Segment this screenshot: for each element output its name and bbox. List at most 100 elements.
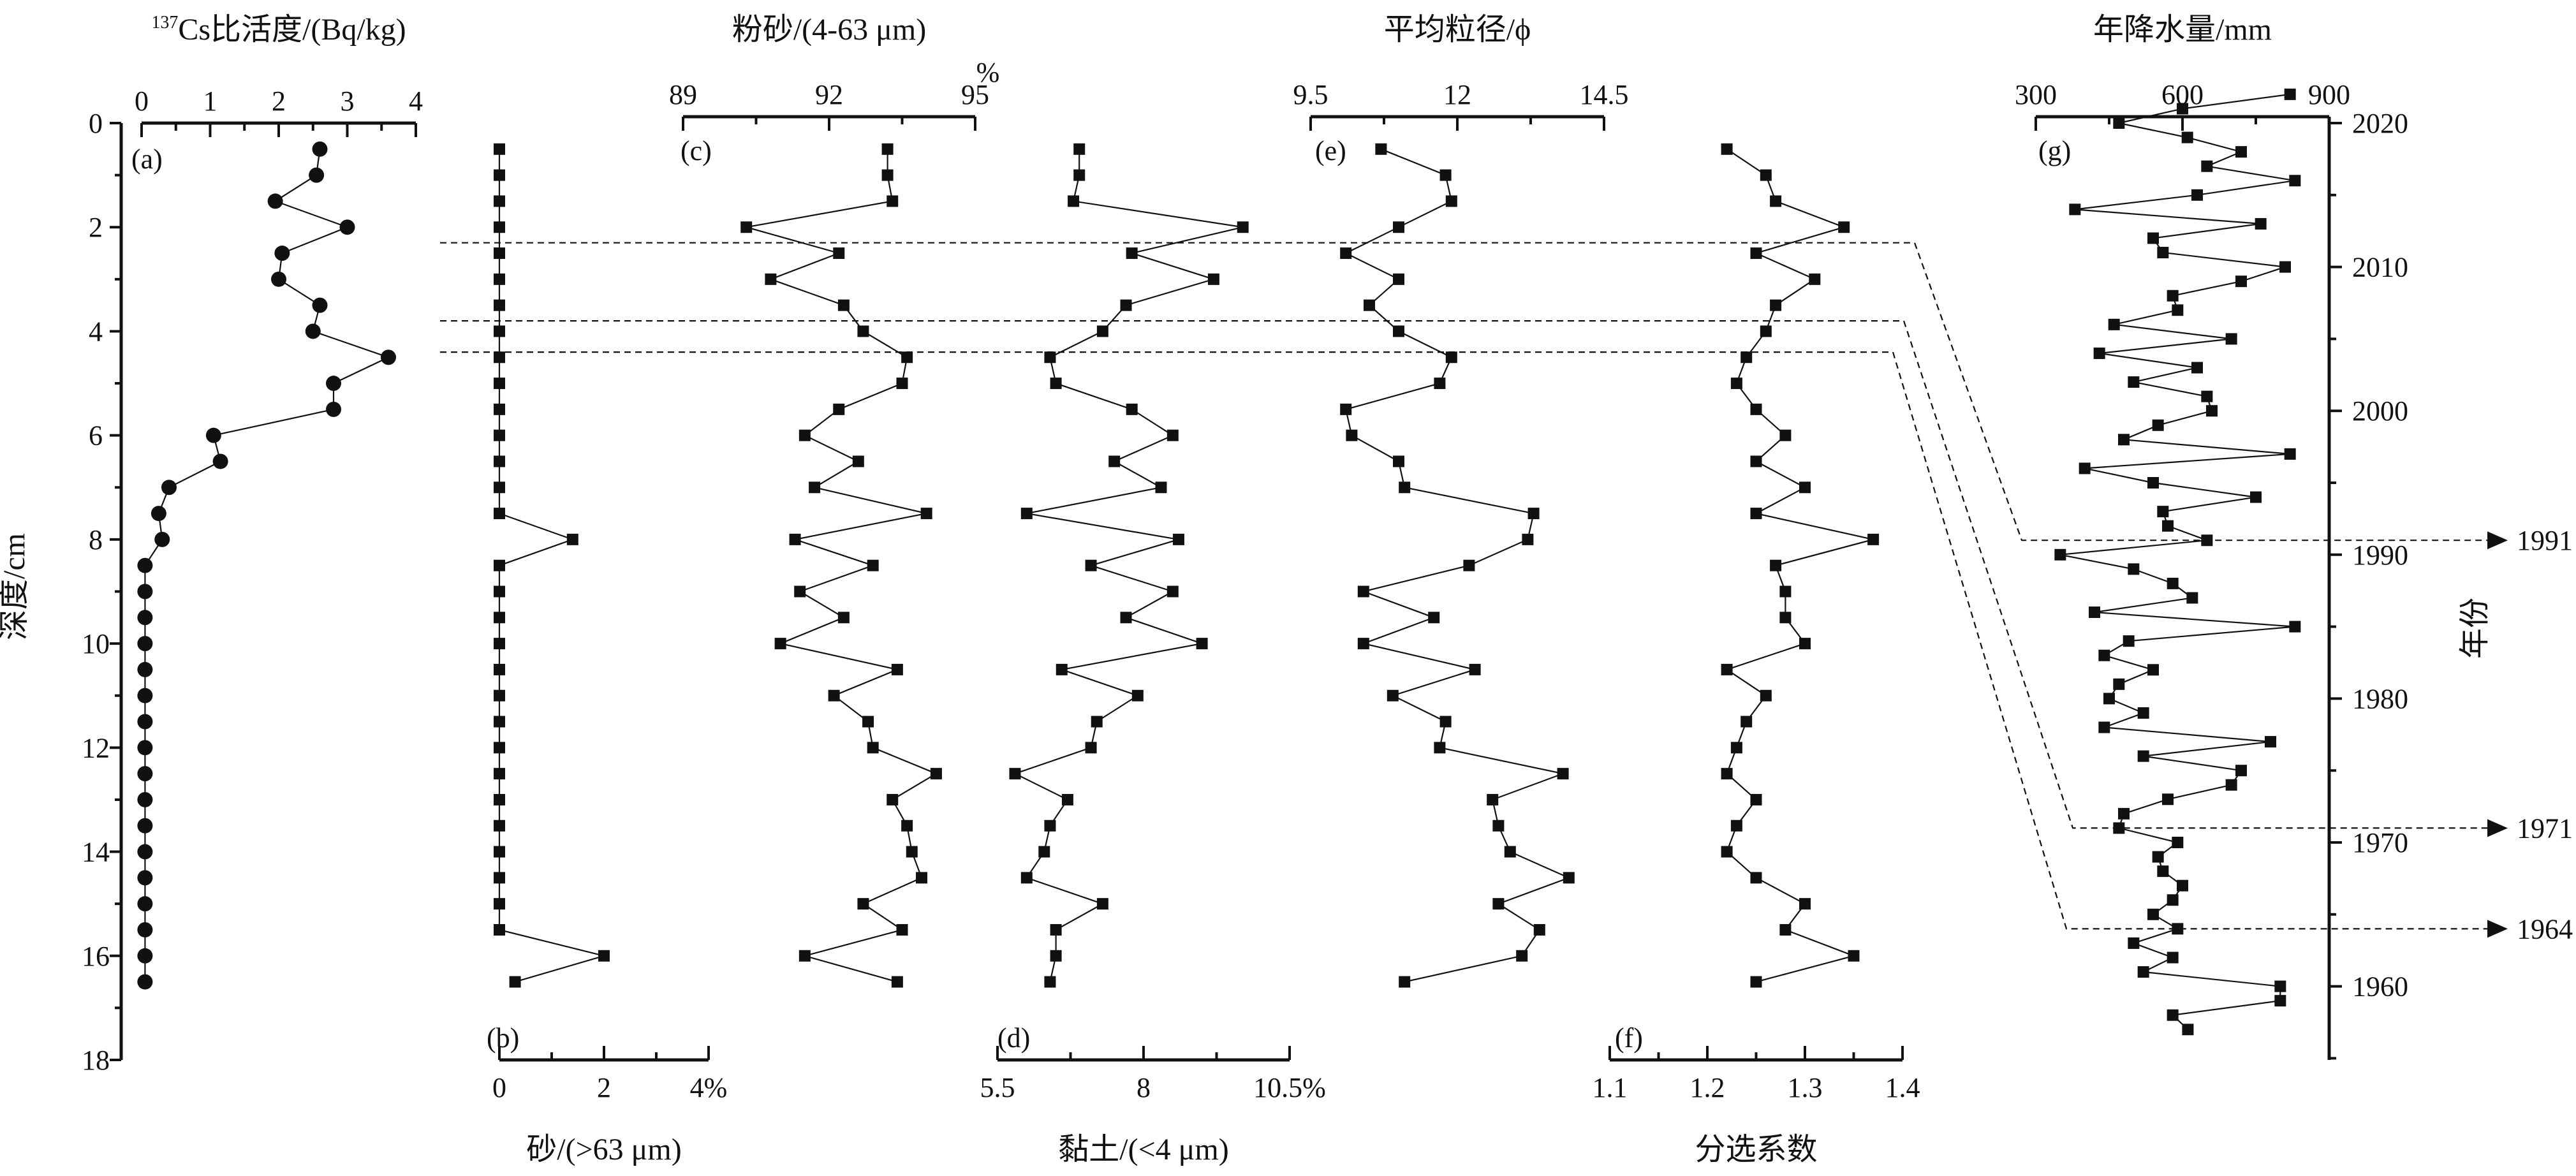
depth-tick-label: 12 xyxy=(82,732,110,763)
panel-c-x-tick-label: 95 xyxy=(961,79,989,110)
panel-a-x-tick-label: 2 xyxy=(272,85,286,117)
depth-axis-title: 深度/cm xyxy=(0,533,31,640)
year-tick-label: 2000 xyxy=(2352,395,2408,427)
panel-d-data-point xyxy=(1120,612,1132,624)
panel-e-data-point xyxy=(1428,612,1440,624)
panel-e-x-tick-label: 12 xyxy=(1443,79,1471,110)
panel-g-data-point xyxy=(2235,765,2247,777)
panel-b-data-point xyxy=(494,169,505,181)
panel-a-data-point xyxy=(339,219,355,235)
panel-e-data-point xyxy=(1375,143,1387,155)
panel-e-mean-grain-size: 9.5 12 14.5 平均粒径/ϕ (e) xyxy=(1293,13,1629,988)
correlation-arrowhead xyxy=(2487,920,2508,938)
panel-a-data-point xyxy=(212,453,228,469)
cs-activity-label: Cs比活度/(Bq/kg) xyxy=(178,13,406,47)
panel-a-x-tick-label: 0 xyxy=(135,85,149,117)
panel-b-x-axis-title: 砂/(>63 μm) xyxy=(526,1133,681,1166)
depth-tick-label: 6 xyxy=(89,420,103,452)
panel-f-data-point xyxy=(1779,585,1792,598)
panel-g-precipitation: 300 600 900年降水量/mm(g)202020102000199019801… xyxy=(2015,13,2492,1060)
panel-c-data-point xyxy=(799,429,811,441)
panel-e-data-point xyxy=(1492,898,1505,910)
panel-g-data-point xyxy=(2167,1009,2179,1021)
panel-e-label: (e) xyxy=(1315,135,1346,166)
panel-d-data-point xyxy=(1085,742,1097,754)
panel-g-data-point xyxy=(2098,721,2110,733)
panel-a-data-point xyxy=(154,531,170,547)
panel-b-label: (b) xyxy=(487,1022,519,1054)
panel-c-data-point xyxy=(867,559,879,571)
panel-e-data-point xyxy=(1504,846,1516,858)
panel-d-data-point xyxy=(1120,299,1132,311)
panel-e-data-point xyxy=(1492,820,1505,832)
panel-g-data-point xyxy=(2167,290,2179,302)
panel-g-data-point xyxy=(2201,534,2213,547)
panel-g-data-point xyxy=(2128,937,2140,949)
panel-g-data-point xyxy=(2181,131,2193,143)
panel-e-data-point xyxy=(1439,169,1452,181)
panel-d-data-point xyxy=(1038,846,1050,858)
depth-tick-label: 18 xyxy=(82,1045,110,1076)
panel-g-data-point xyxy=(2113,822,2125,834)
panel-e-data-point xyxy=(1487,793,1499,805)
panel-g-data-point xyxy=(2103,693,2115,705)
panel-g-data-point xyxy=(2279,261,2291,273)
panel-a-data-point xyxy=(137,687,153,703)
panel-a-series-line xyxy=(144,149,390,982)
panel-b-data-point xyxy=(494,351,505,364)
panel-g-data-point xyxy=(2225,779,2237,791)
panel-d-data-point xyxy=(1096,898,1108,910)
panel-e-data-point xyxy=(1469,663,1481,675)
panel-f-x-tick-label: 1.3 xyxy=(1788,1072,1823,1103)
panel-e-data-point xyxy=(1340,247,1352,260)
panel-g-data-point xyxy=(2128,563,2140,575)
year-tick-label: 1980 xyxy=(2352,683,2408,714)
panel-b-data-point xyxy=(494,455,505,467)
panel-c-data-point xyxy=(906,846,918,858)
panel-c-data-point xyxy=(896,923,908,936)
panel-f-data-point xyxy=(1760,325,1772,337)
panel-f-data-point xyxy=(1750,455,1762,467)
panel-d-data-point xyxy=(1155,481,1167,494)
panel-g-data-point xyxy=(2137,707,2149,719)
panel-g-data-point xyxy=(2182,1024,2194,1036)
panel-c-data-point xyxy=(857,325,869,337)
panel-d-data-point xyxy=(1061,793,1073,805)
panel-f-x-tick-label: 1.2 xyxy=(1690,1072,1725,1103)
panel-a-data-point xyxy=(137,661,153,677)
panel-b-data-point xyxy=(494,820,505,832)
panel-g-data-point xyxy=(2054,548,2066,561)
panel-g-data-point xyxy=(2201,160,2213,172)
panel-d-data-point xyxy=(1091,716,1103,728)
panel-a-data-point xyxy=(137,974,153,990)
panel-e-data-point xyxy=(1340,403,1352,415)
panel-d-data-point xyxy=(1096,325,1108,337)
panel-a-data-point xyxy=(205,427,221,443)
panel-d-data-point xyxy=(1126,403,1138,415)
panel-a-x-axis-title: 137Cs比活度/(Bq/kg) xyxy=(151,13,406,47)
panel-d-data-point xyxy=(1020,508,1033,520)
panel-b-data-point xyxy=(598,950,610,962)
panel-c-data-point xyxy=(789,533,801,545)
panel-g-data-point xyxy=(2157,865,2169,878)
panel-e-data-point xyxy=(1364,299,1375,311)
panel-c-data-point xyxy=(916,872,928,884)
correlation-line-1971 xyxy=(440,320,2487,829)
panel-c-data-point xyxy=(881,143,894,155)
panel-g-data-point xyxy=(2172,837,2184,848)
panel-g-data-point xyxy=(2265,736,2276,748)
depth-tick-label: 10 xyxy=(82,628,110,659)
panel-g-data-point xyxy=(2191,362,2203,374)
panel-a-data-point xyxy=(137,636,153,652)
panel-g-data-point xyxy=(2284,88,2296,100)
year-tick-label: 1960 xyxy=(2352,971,2408,1003)
panel-c-data-point xyxy=(887,793,899,805)
panel-e-data-point xyxy=(1399,976,1411,988)
panel-b-data-point xyxy=(494,195,505,207)
panel-a-data-point xyxy=(312,141,328,157)
panel-e-data-point xyxy=(1527,508,1540,520)
panel-c-data-point xyxy=(867,742,879,754)
panel-d-data-point xyxy=(1207,273,1219,285)
panel-d-data-point xyxy=(1050,378,1062,390)
